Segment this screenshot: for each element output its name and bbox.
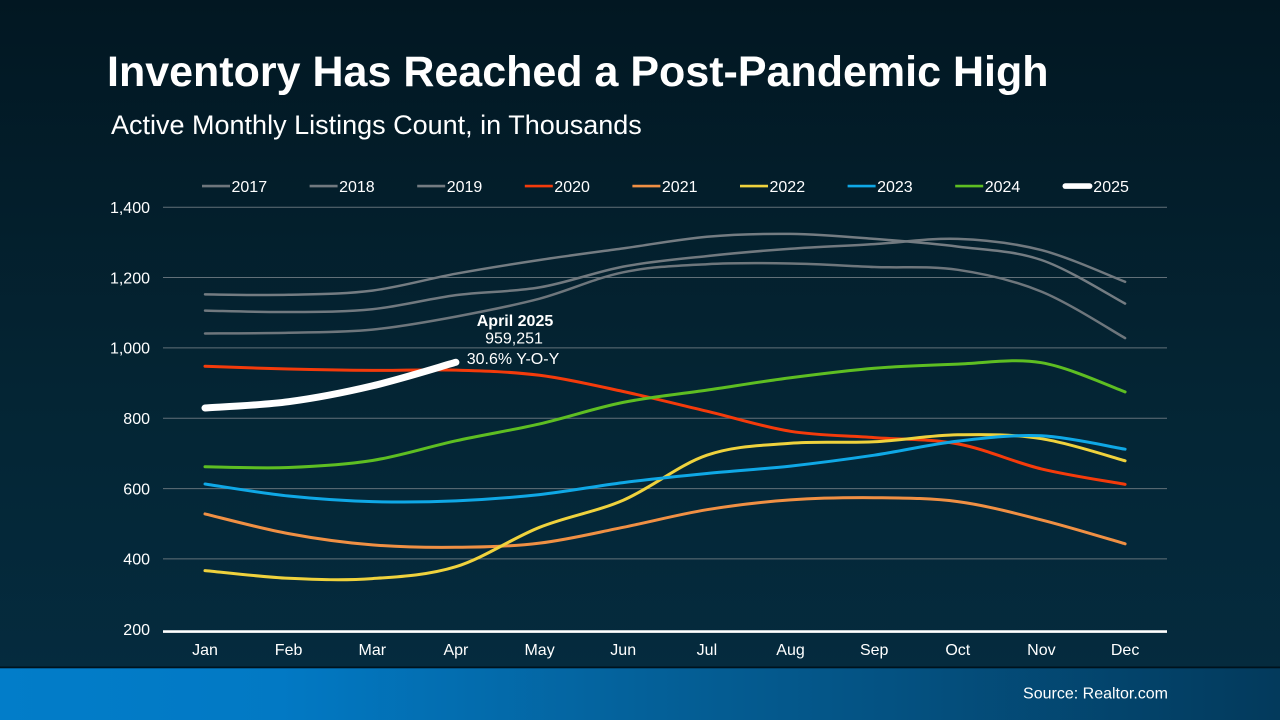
svg-text:2019: 2019 [447, 179, 483, 196]
svg-text:400: 400 [123, 552, 150, 569]
svg-text:600: 600 [123, 481, 150, 498]
svg-text:Jun: Jun [610, 642, 636, 659]
svg-text:2023: 2023 [877, 179, 913, 196]
svg-text:2022: 2022 [770, 179, 806, 196]
svg-text:Active Monthly Listings Count,: Active Monthly Listings Count, in Thousa… [111, 110, 642, 140]
svg-text:2024: 2024 [985, 179, 1021, 196]
svg-text:Source: Realtor.com: Source: Realtor.com [1023, 686, 1168, 703]
svg-text:2020: 2020 [554, 179, 590, 196]
svg-text:1,400: 1,400 [110, 200, 150, 217]
svg-text:1,200: 1,200 [110, 270, 150, 287]
svg-text:Oct: Oct [945, 642, 970, 659]
svg-text:Apr: Apr [443, 642, 469, 659]
svg-text:1,000: 1,000 [110, 341, 150, 358]
svg-text:2018: 2018 [339, 179, 375, 196]
svg-text:Inventory Has Reached a Post-P: Inventory Has Reached a Post-Pandemic Hi… [107, 48, 1049, 96]
svg-text:Dec: Dec [1111, 642, 1139, 659]
svg-text:2021: 2021 [662, 179, 698, 196]
svg-text:200: 200 [123, 622, 150, 639]
svg-text:2017: 2017 [232, 179, 268, 196]
svg-text:April 2025: April 2025 [477, 313, 554, 330]
svg-text:May: May [524, 642, 554, 659]
svg-text:Jul: Jul [697, 642, 717, 659]
svg-text:959,251: 959,251 [485, 330, 543, 347]
svg-text:Nov: Nov [1027, 642, 1055, 659]
svg-text:Feb: Feb [275, 642, 303, 659]
svg-text:800: 800 [123, 411, 150, 428]
svg-text:Sep: Sep [860, 642, 889, 659]
svg-text:30.6% Y-O-Y: 30.6% Y-O-Y [467, 351, 560, 368]
svg-text:Aug: Aug [776, 642, 804, 659]
svg-text:2025: 2025 [1093, 179, 1129, 196]
svg-text:Mar: Mar [359, 642, 387, 659]
svg-text:Jan: Jan [192, 642, 218, 659]
